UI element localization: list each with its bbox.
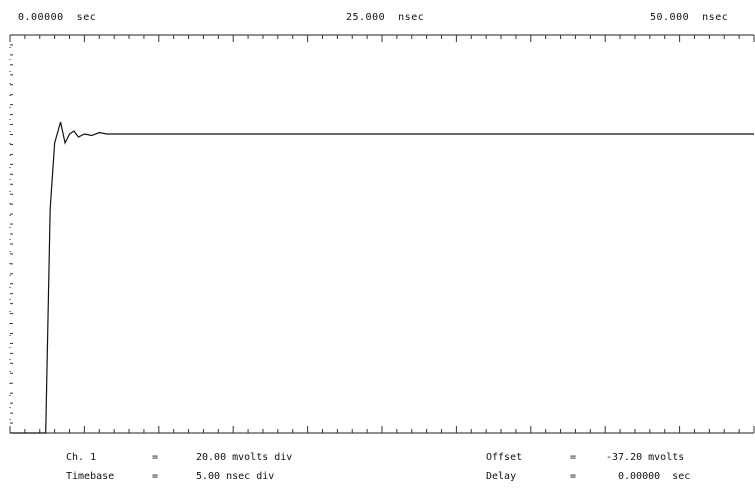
offset-equals: = bbox=[570, 452, 577, 463]
timebase-equals: = bbox=[152, 471, 159, 482]
ch1-equals: = bbox=[152, 452, 159, 463]
scope-plot-area bbox=[9, 34, 755, 434]
timebase-label: Timebase bbox=[66, 471, 115, 482]
delay-label: Delay bbox=[486, 471, 517, 482]
time-start-label: 0.00000 sec bbox=[18, 12, 97, 23]
offset-label: Offset bbox=[486, 452, 523, 463]
graticule-ticks bbox=[9, 35, 755, 433]
time-center-label: 25.000 nsec bbox=[346, 12, 425, 23]
offset-value: -37.20 mvolts bbox=[606, 452, 685, 463]
ch1-scale-value: 20.00 mvolts div bbox=[196, 452, 293, 463]
delay-equals: = bbox=[570, 471, 577, 482]
timebase-value: 5.00 nsec div bbox=[196, 471, 275, 482]
waveform-trace bbox=[10, 121, 754, 434]
delay-value: 0.00000 sec bbox=[618, 471, 691, 482]
time-end-label: 50.000 nsec bbox=[650, 12, 729, 23]
ch1-label: Ch. 1 bbox=[66, 452, 97, 463]
